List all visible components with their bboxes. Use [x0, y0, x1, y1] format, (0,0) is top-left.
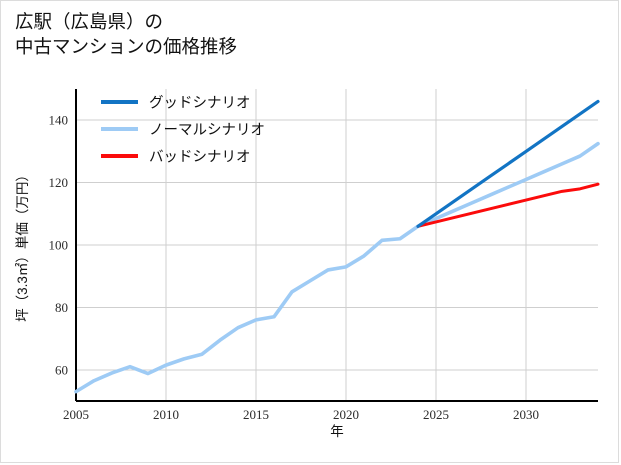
chart-title-line2: 中古マンションの価格推移 [15, 36, 238, 57]
y-tick-label: 140 [49, 113, 69, 128]
y-tick-label: 60 [55, 362, 68, 377]
x-tick-labels: 2005 2010 2015 2020 2025 2030 [63, 407, 539, 422]
series-line-normal [74, 141, 600, 394]
legend-label[interactable]: バッドシナリオ [149, 150, 251, 166]
chart-title-line1: 広駅（広島県）の [15, 11, 164, 32]
x-tick-label: 2005 [63, 407, 89, 422]
series-line-good [416, 99, 600, 228]
y-tick-labels: 60 80 100 120 140 [49, 113, 69, 378]
x-tick-label: 2025 [423, 407, 449, 422]
chart-title: 広駅（広島県）の 中古マンションの価格推移 [15, 9, 237, 59]
y-axis-title: 坪（3.3㎡）単価（万円） [15, 168, 30, 322]
series-layer [74, 99, 600, 394]
y-tick-label: 100 [49, 238, 69, 253]
legend-label[interactable]: グッドシナリオ [149, 95, 251, 112]
y-tick-label: 80 [55, 300, 68, 315]
series-line-bad [416, 182, 600, 228]
x-tick-label: 2020 [333, 407, 359, 422]
x-axis-title: 年 [330, 424, 344, 439]
x-tick-label: 2030 [513, 407, 539, 422]
gridlines [76, 119, 598, 371]
x-tick-label: 2015 [243, 407, 269, 422]
y-tick-label: 120 [49, 175, 69, 190]
x-tick-label: 2010 [153, 407, 179, 422]
legend-label[interactable]: ノーマルシナリオ [149, 123, 265, 139]
